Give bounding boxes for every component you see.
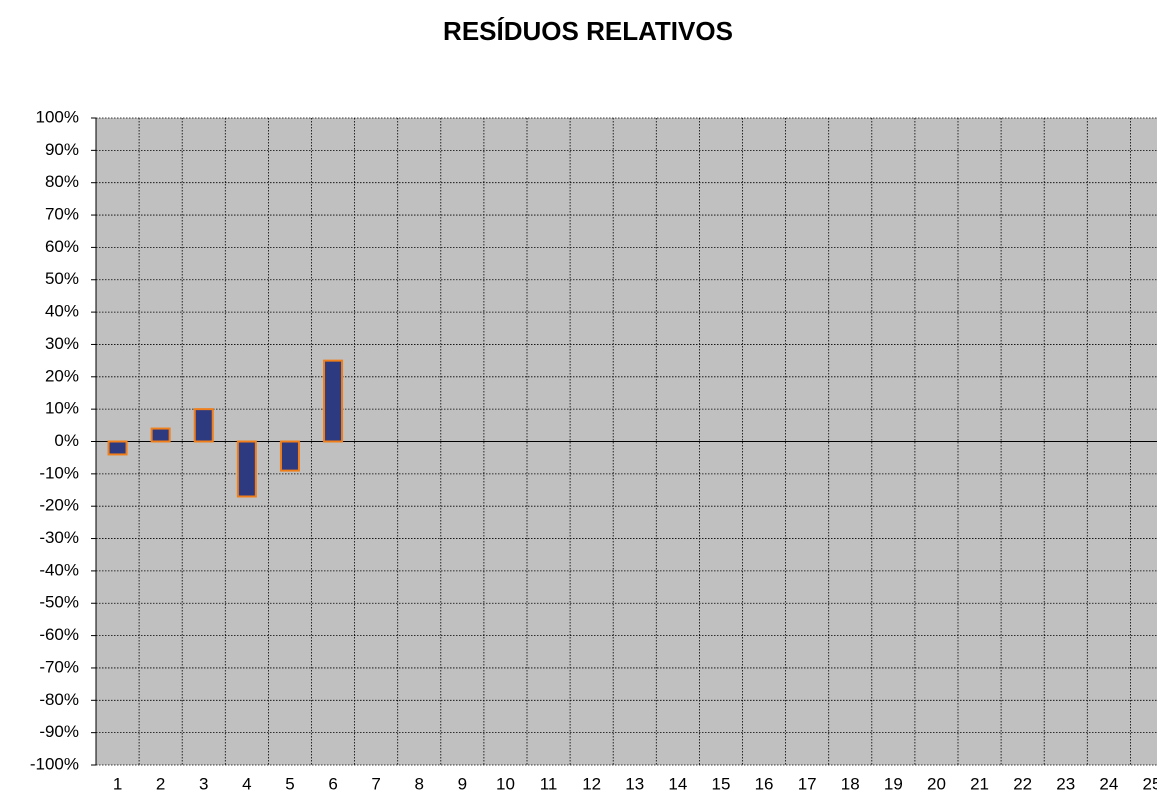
x-tick-label: 13 [625, 774, 644, 793]
x-tick-label: 6 [328, 774, 337, 793]
x-tick-label: 19 [884, 774, 903, 793]
bar [279, 440, 300, 472]
x-tick-label: 7 [371, 774, 380, 793]
y-tick-label: 70% [45, 205, 79, 224]
y-tick-label: -30% [39, 528, 79, 547]
y-tick-label: -40% [39, 560, 79, 579]
x-tick-label: 10 [496, 774, 515, 793]
x-tick-label: 4 [242, 774, 251, 793]
y-tick-label: 0% [54, 431, 79, 450]
x-tick-label: 5 [285, 774, 294, 793]
x-tick-label: 18 [841, 774, 860, 793]
x-tick-label: 15 [711, 774, 730, 793]
y-tick-label: -10% [39, 463, 79, 482]
x-tick-label: 22 [1013, 774, 1032, 793]
y-tick-label: -90% [39, 722, 79, 741]
chart-title: RESÍDUOS RELATIVOS [443, 16, 733, 46]
x-tick-label: 2 [156, 774, 165, 793]
y-tick-label: 30% [45, 334, 79, 353]
x-tick-label: 3 [199, 774, 208, 793]
bar [193, 408, 214, 443]
x-tick-label: 1 [113, 774, 122, 793]
y-tick-label: 20% [45, 366, 79, 385]
x-tick-label: 25 [1142, 774, 1157, 793]
y-tick-label: 50% [45, 269, 79, 288]
x-tick-label: 24 [1099, 774, 1118, 793]
bar [236, 440, 257, 498]
y-tick-label: -60% [39, 625, 79, 644]
x-tick-label: 17 [798, 774, 817, 793]
y-tick-label: 10% [45, 399, 79, 418]
y-tick-label: 40% [45, 302, 79, 321]
x-tick-label: 16 [755, 774, 774, 793]
y-tick-label: 80% [45, 172, 79, 191]
x-tick-label: 23 [1056, 774, 1075, 793]
y-tick-label: -100% [30, 754, 79, 773]
y-tick-label: 100% [36, 107, 79, 126]
y-tick-label: 60% [45, 237, 79, 256]
y-tick-label: -70% [39, 657, 79, 676]
y-tick-label: -20% [39, 496, 79, 515]
x-tick-label: 11 [540, 774, 558, 793]
x-tick-label: 8 [415, 774, 424, 793]
y-tick-label: -80% [39, 690, 79, 709]
bar [150, 427, 171, 443]
x-tick-label: 20 [927, 774, 946, 793]
x-tick-label: 14 [668, 774, 687, 793]
y-tick-label: 90% [45, 140, 79, 159]
x-tick-label: 12 [582, 774, 601, 793]
x-tick-label: 9 [458, 774, 467, 793]
y-tick-label: -50% [39, 593, 79, 612]
x-tick-label: 21 [970, 774, 989, 793]
bar [323, 359, 344, 443]
bar [107, 440, 128, 456]
